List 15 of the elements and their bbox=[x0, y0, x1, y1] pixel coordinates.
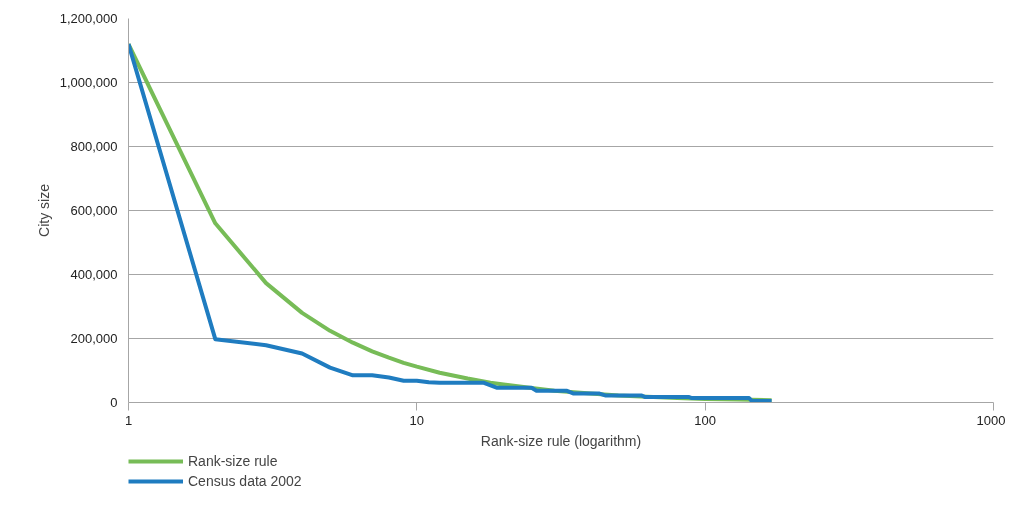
y-tick-label: 800,000 bbox=[70, 139, 118, 154]
x-tick-label: 10 bbox=[409, 412, 425, 428]
legend-label: Census data 2002 bbox=[188, 473, 302, 489]
x-tick-label: 1 bbox=[124, 412, 133, 428]
y-tick-label: 400,000 bbox=[70, 267, 118, 282]
y-tick-label: 600,000 bbox=[70, 203, 118, 218]
x-axis-title: Rank-size rule (logarithm) bbox=[480, 432, 642, 449]
x-tick-label: 1000 bbox=[976, 412, 1006, 428]
x-tick-label: 100 bbox=[694, 412, 717, 428]
legend-label: Rank-size rule bbox=[188, 453, 278, 469]
y-tick-label: 1,000,000 bbox=[59, 75, 118, 90]
y-axis-title: City size bbox=[35, 183, 52, 237]
y-tick-label: 1,200,000 bbox=[59, 11, 118, 26]
y-tick-label: 200,000 bbox=[70, 331, 118, 346]
y-tick-label: 0 bbox=[110, 395, 118, 410]
